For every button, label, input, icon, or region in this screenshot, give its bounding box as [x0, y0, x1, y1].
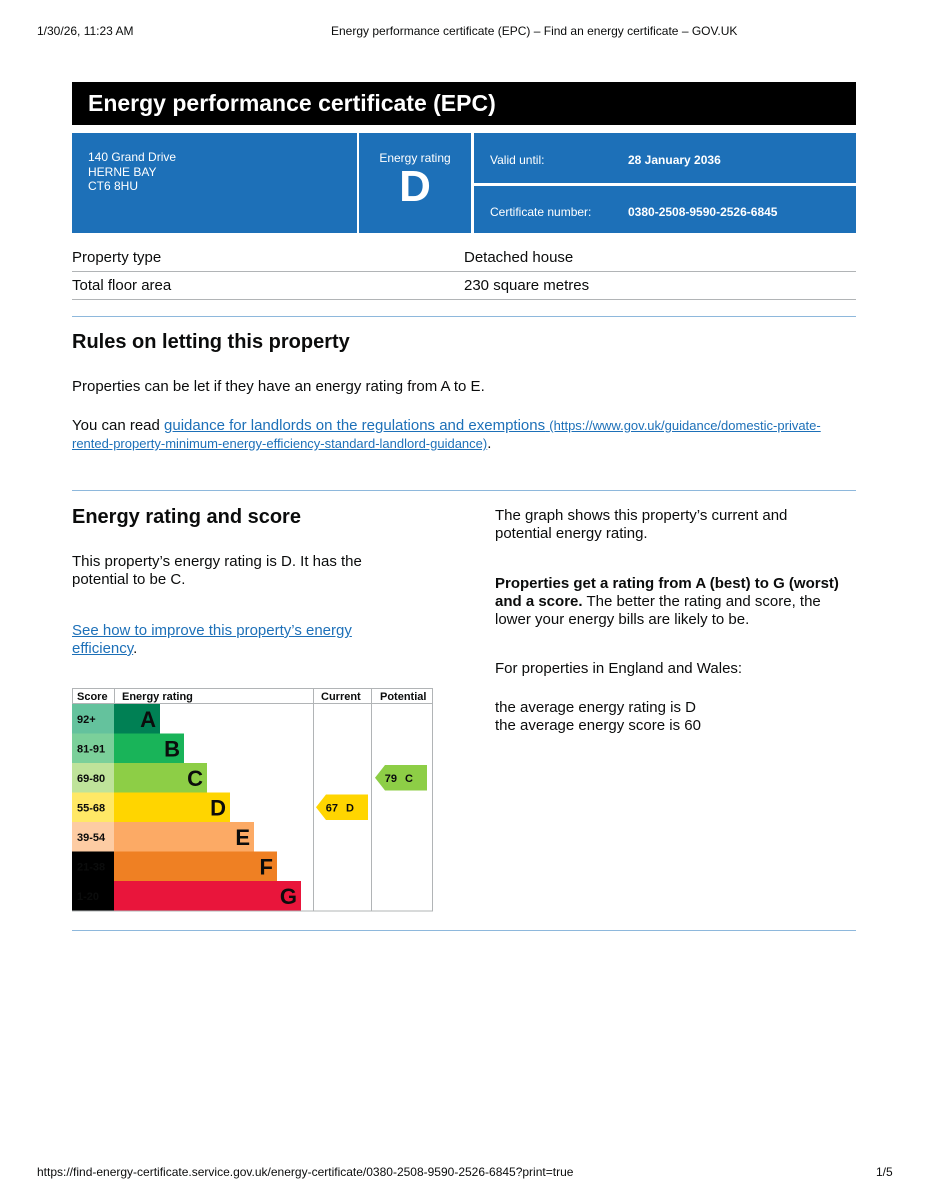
band-letter: B: [164, 736, 180, 761]
text: .: [133, 640, 138, 657]
address-line: CT6 8HU: [88, 179, 139, 193]
current-score: 67: [326, 802, 338, 814]
valid-until: Valid until: 28 January 2036: [474, 133, 856, 183]
paragraph: For properties in England and Wales:: [495, 660, 743, 677]
score-cell: [72, 763, 114, 793]
band-bar: [114, 704, 160, 734]
paragraph: Properties get a rating from A (best) to…: [495, 575, 857, 629]
paragraph: The graph shows this property’s current …: [495, 507, 788, 542]
paragraph: This property’s energy rating is D. It h…: [72, 553, 362, 588]
text: .: [487, 435, 492, 452]
separator: [72, 316, 856, 317]
rating-graph: Score Energy rating Current Potential 92+ A 81…: [72, 688, 433, 912]
band-score: 1-20: [77, 891, 99, 903]
link-url: (https://www.gov.uk/guidance/domestic-pr…: [72, 418, 821, 451]
print-title: Energy performance certificate (EPC) – F…: [331, 24, 738, 38]
valid-label: Valid until:: [490, 153, 545, 167]
band-letter: D: [210, 795, 226, 820]
band-score: 21-38: [77, 861, 105, 873]
graph-header: Score: [77, 691, 108, 703]
summary-row: Total floor area 230 square metres: [72, 271, 856, 300]
print-url: https://find-energy-certificate.service.…: [37, 1165, 574, 1179]
band-bar: [114, 792, 230, 822]
band-score: 39-54: [77, 832, 106, 844]
band-bar: [114, 851, 277, 881]
band-bar: [114, 733, 184, 763]
rating-letter: D: [399, 162, 431, 211]
graph-header: Current: [321, 691, 361, 703]
certificate-number: Certificate number: 0380-2508-9590-2526-…: [474, 186, 856, 233]
guidance-link[interactable]: guidance for landlords on the regulation…: [72, 417, 821, 452]
average: the average energy rating is D: [495, 699, 696, 716]
current-arrow: [316, 794, 368, 820]
potential-letter: C: [405, 773, 413, 785]
address-line: 140 Grand Drive: [88, 150, 177, 164]
paragraph: Properties can be let if they have an en…: [72, 378, 485, 395]
valid-value: 28 January 2036: [628, 153, 721, 167]
certificate-title: Energy performance certificate (EPC): [72, 82, 856, 125]
score-cell: [72, 881, 114, 911]
graph-header: Potential: [380, 691, 426, 703]
band-letter: C: [187, 766, 203, 791]
separator: [72, 490, 856, 491]
guidance-paragraph: You can read guidance for landlords on t…: [72, 417, 832, 453]
summary-label: Property type: [72, 249, 162, 266]
section-heading: Rules on letting this property: [72, 331, 350, 353]
text: The better the rating and score, the low…: [495, 593, 821, 628]
band-letter: G: [280, 884, 297, 909]
cert-value: 0380-2508-9590-2526-6845: [628, 205, 778, 219]
improve-link[interactable]: See how to improve this property’s energ…: [72, 622, 352, 657]
bold-text: Properties get a rating from A (best) to…: [495, 575, 839, 610]
cert-label: Certificate number:: [490, 205, 592, 219]
summary-value: 230 square metres: [464, 277, 590, 294]
graph-header: Energy rating: [122, 691, 193, 703]
print-page: 1/5: [876, 1165, 893, 1179]
potential-score: 79: [385, 773, 397, 785]
address-line: HERNE BAY: [88, 164, 157, 179]
separator: [72, 930, 856, 931]
summary-label: Total floor area: [72, 277, 172, 294]
average: the average energy score is 60: [495, 717, 701, 734]
summary-row: Property type Detached house: [72, 243, 856, 272]
address: 140 Grand Drive HERNE BAY CT6 8HU: [72, 133, 357, 233]
band-letter: F: [260, 854, 273, 879]
band-score: 81-91: [77, 743, 105, 755]
link-text: guidance for landlords on the regulation…: [164, 417, 546, 434]
score-cell: [72, 733, 114, 763]
score-cell: [72, 792, 114, 822]
band-letter: A: [140, 707, 156, 732]
band-score: 55-68: [77, 802, 105, 814]
section-heading: Energy rating and score: [72, 506, 301, 528]
band-letter: E: [235, 825, 250, 850]
band-score: 69-80: [77, 773, 105, 785]
summary-value: Detached house: [464, 249, 574, 266]
improve-paragraph: See how to improve this property’s energ…: [72, 622, 392, 658]
rating-label: Energy rating: [379, 151, 451, 165]
print-date: 1/30/26, 11:23 AM: [37, 24, 134, 38]
band-bar: [114, 763, 207, 793]
band-bar: [114, 881, 301, 911]
current-letter: D: [346, 802, 354, 814]
score-cell: [72, 822, 114, 852]
score-cell: [72, 704, 114, 734]
band-score: 92+: [77, 714, 96, 726]
rating-box: Energy rating D: [359, 133, 471, 233]
text: You can read: [72, 417, 165, 434]
potential-arrow: [375, 765, 427, 791]
band-bar: [114, 822, 254, 852]
score-cell: [72, 851, 114, 881]
